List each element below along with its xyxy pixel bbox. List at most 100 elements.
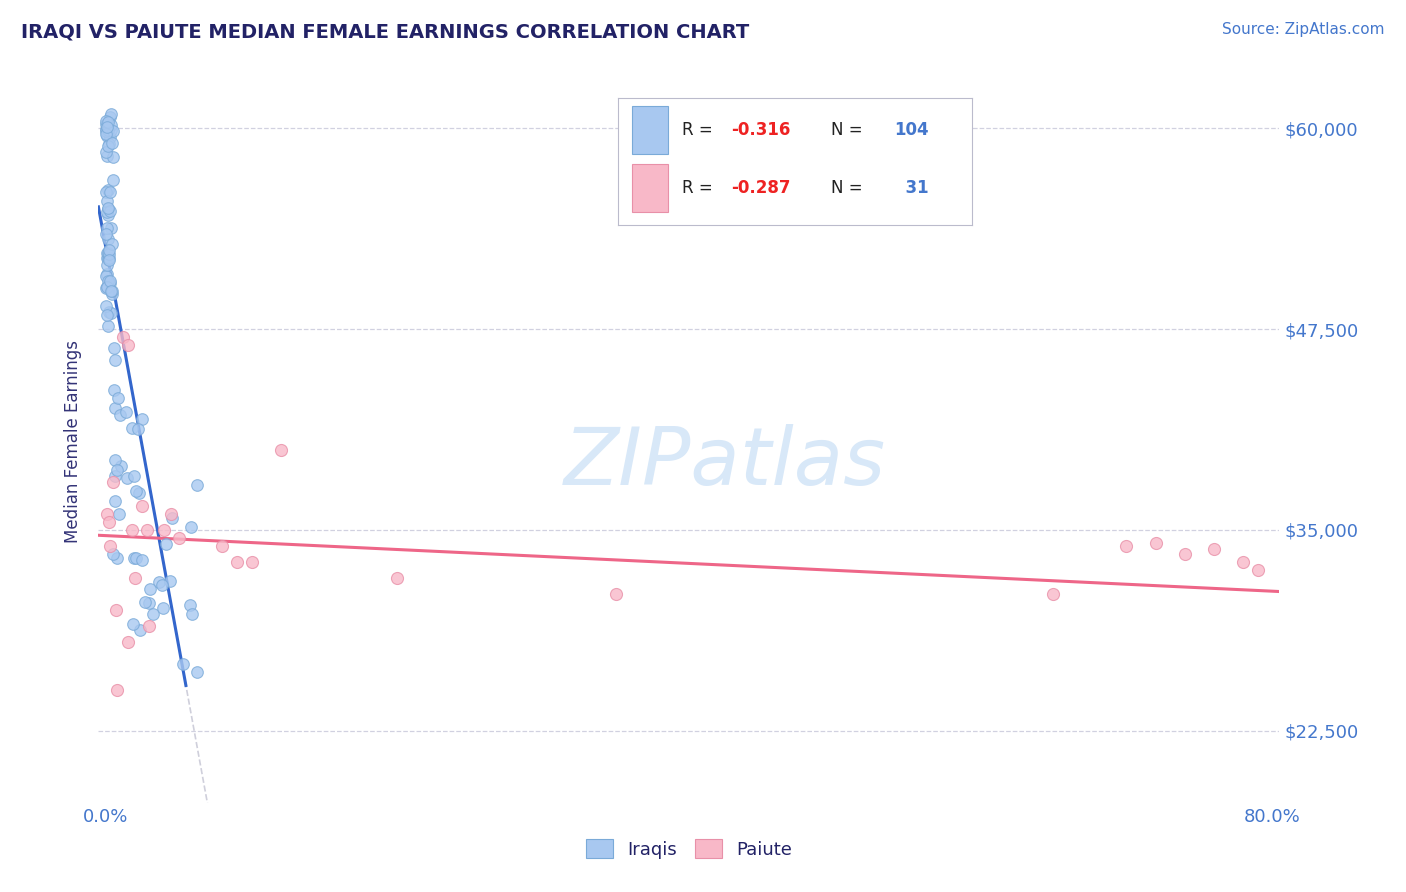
Point xyxy=(97,319,120,334)
Y-axis label: Median Female Earnings: Median Female Earnings xyxy=(65,340,83,543)
Point xyxy=(160,507,183,521)
Point xyxy=(270,442,292,457)
Point xyxy=(1115,539,1137,553)
Point xyxy=(103,352,125,367)
Point xyxy=(96,227,118,241)
Point xyxy=(96,128,118,143)
Point xyxy=(160,510,183,524)
Point xyxy=(101,150,124,164)
Point xyxy=(122,617,145,632)
Point xyxy=(824,828,846,842)
Point xyxy=(97,274,120,288)
Point xyxy=(1174,547,1197,561)
Point xyxy=(138,619,160,633)
Point xyxy=(104,603,127,617)
Point xyxy=(97,252,120,267)
Point xyxy=(96,269,118,284)
Point xyxy=(98,203,121,218)
Point xyxy=(100,136,122,151)
Point xyxy=(98,274,121,288)
Point xyxy=(103,547,125,561)
Point xyxy=(96,116,118,130)
Point xyxy=(97,201,120,215)
Point xyxy=(1232,555,1254,569)
Point xyxy=(96,124,118,138)
Point xyxy=(110,459,132,474)
Point xyxy=(103,342,125,356)
Point xyxy=(97,183,120,197)
Point xyxy=(605,587,627,601)
Point xyxy=(153,523,176,537)
Point xyxy=(115,471,138,485)
Point xyxy=(104,401,127,415)
Point xyxy=(107,551,129,566)
Point xyxy=(100,123,122,137)
Point xyxy=(100,287,122,301)
Point xyxy=(117,635,139,649)
Point xyxy=(96,114,118,128)
Point xyxy=(101,475,124,489)
Point xyxy=(155,537,177,551)
Point xyxy=(134,594,156,608)
Point xyxy=(104,468,127,483)
Point xyxy=(96,281,118,295)
Point xyxy=(1144,535,1167,549)
Point xyxy=(97,123,120,137)
Point xyxy=(135,523,157,537)
Point xyxy=(98,305,121,319)
Point xyxy=(96,185,118,199)
Point xyxy=(121,421,143,435)
Point xyxy=(138,582,160,596)
Point xyxy=(211,539,233,553)
Point xyxy=(96,149,118,163)
Point xyxy=(98,246,121,260)
Point xyxy=(98,251,121,265)
Point xyxy=(128,486,150,500)
Point xyxy=(167,531,190,545)
Point xyxy=(117,338,139,352)
Point xyxy=(97,137,120,152)
Point xyxy=(96,258,118,272)
Point xyxy=(108,408,131,422)
Point xyxy=(98,539,121,553)
Point xyxy=(108,507,131,521)
Point xyxy=(97,246,120,260)
Point xyxy=(100,306,122,320)
Point xyxy=(96,120,118,134)
Point xyxy=(97,115,120,129)
Point xyxy=(98,276,121,290)
Point xyxy=(96,232,118,246)
Point xyxy=(97,139,120,153)
Point xyxy=(152,601,174,615)
Point xyxy=(172,657,194,672)
Point xyxy=(96,245,118,260)
Point xyxy=(159,574,181,588)
Point xyxy=(100,221,122,235)
Point xyxy=(100,285,122,299)
Point xyxy=(96,127,118,141)
Text: IRAQI VS PAIUTE MEDIAN FEMALE EARNINGS CORRELATION CHART: IRAQI VS PAIUTE MEDIAN FEMALE EARNINGS C… xyxy=(21,22,749,41)
Point xyxy=(96,267,118,281)
Point xyxy=(100,118,122,132)
Point xyxy=(127,422,149,436)
Point xyxy=(96,507,118,521)
Point xyxy=(150,578,173,592)
Point xyxy=(97,208,120,222)
Point xyxy=(96,145,118,160)
Point xyxy=(112,330,135,344)
Point xyxy=(129,623,152,637)
Point xyxy=(186,477,208,491)
Point xyxy=(1246,563,1268,577)
Point xyxy=(142,607,165,621)
Point xyxy=(98,185,121,199)
Point xyxy=(96,194,118,209)
Point xyxy=(101,284,124,298)
Point xyxy=(180,519,202,533)
Point xyxy=(96,204,118,219)
Point xyxy=(125,483,148,498)
Point xyxy=(226,555,249,569)
Point xyxy=(181,607,204,621)
Point xyxy=(105,463,128,477)
Text: ZIPatlas: ZIPatlas xyxy=(564,425,886,502)
Point xyxy=(96,279,118,293)
